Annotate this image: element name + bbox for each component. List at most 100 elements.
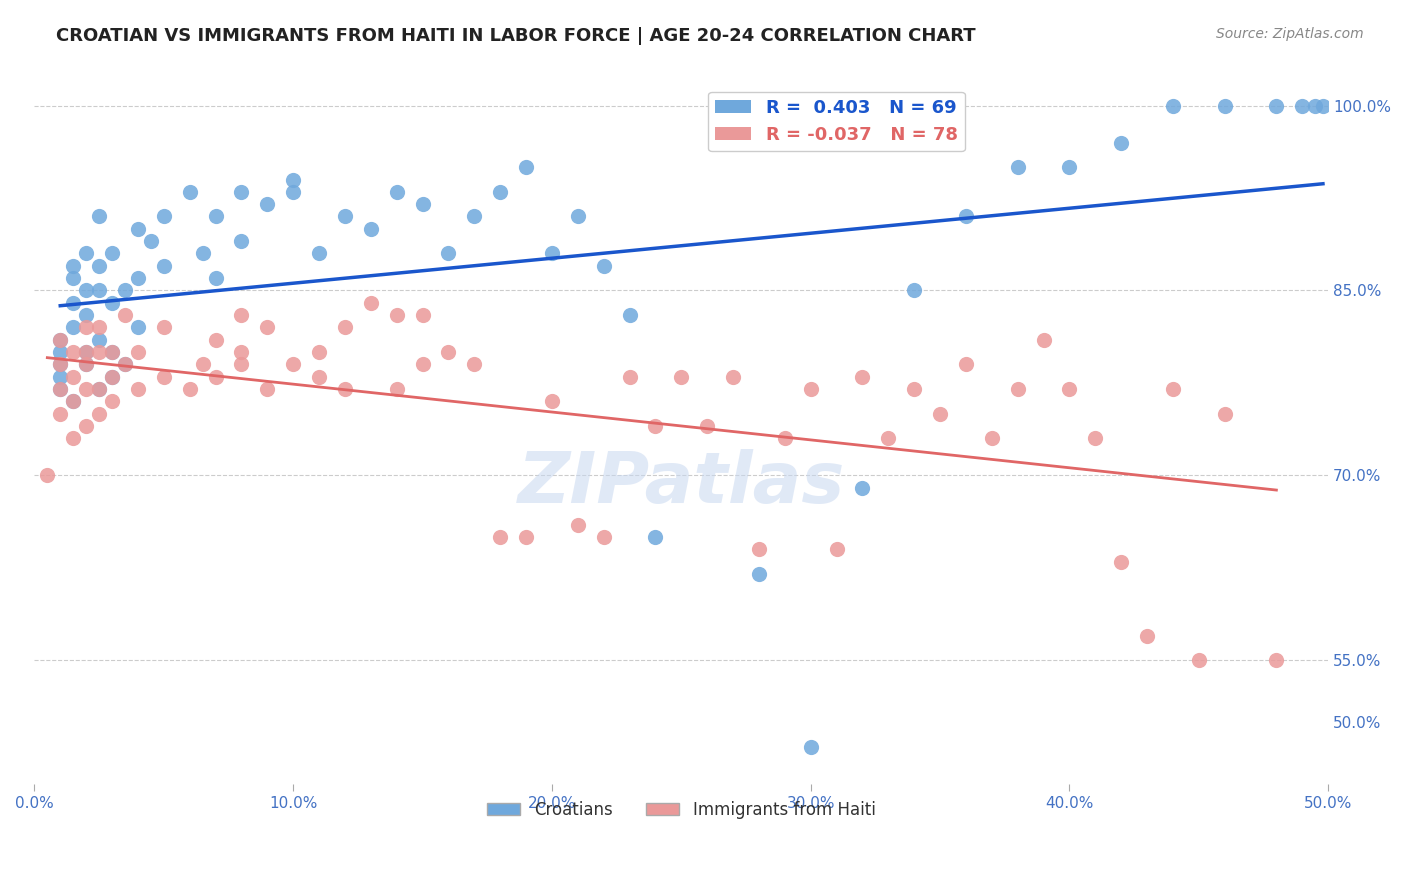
Point — [101, 295, 124, 310]
Point — [1291, 98, 1313, 112]
Point — [1032, 333, 1054, 347]
Point — [1312, 98, 1334, 112]
Point — [1059, 382, 1081, 396]
Point — [231, 308, 253, 322]
Point — [87, 284, 110, 298]
Point — [87, 345, 110, 359]
Point — [333, 210, 356, 224]
Point — [721, 369, 744, 384]
Point — [75, 345, 97, 359]
Point — [204, 210, 226, 224]
Point — [412, 197, 434, 211]
Point — [281, 358, 304, 372]
Point — [333, 320, 356, 334]
Point — [101, 345, 124, 359]
Point — [800, 382, 823, 396]
Point — [385, 185, 408, 199]
Point — [592, 259, 614, 273]
Point — [825, 542, 848, 557]
Point — [101, 394, 124, 409]
Point — [62, 394, 84, 409]
Point — [231, 345, 253, 359]
Text: Source: ZipAtlas.com: Source: ZipAtlas.com — [1216, 27, 1364, 41]
Point — [1136, 629, 1159, 643]
Point — [87, 407, 110, 421]
Point — [1213, 407, 1236, 421]
Point — [567, 517, 589, 532]
Point — [489, 185, 512, 199]
Point — [75, 358, 97, 372]
Point — [62, 271, 84, 285]
Point — [75, 246, 97, 260]
Point — [152, 369, 174, 384]
Point — [489, 530, 512, 544]
Point — [360, 295, 382, 310]
Point — [191, 246, 214, 260]
Point — [127, 345, 149, 359]
Point — [75, 345, 97, 359]
Point — [851, 369, 873, 384]
Point — [127, 271, 149, 285]
Point — [644, 419, 666, 434]
Point — [385, 308, 408, 322]
Point — [139, 234, 162, 248]
Point — [62, 320, 84, 334]
Point — [49, 407, 72, 421]
Point — [1059, 160, 1081, 174]
Point — [204, 333, 226, 347]
Point — [515, 160, 537, 174]
Text: CROATIAN VS IMMIGRANTS FROM HAITI IN LABOR FORCE | AGE 20-24 CORRELATION CHART: CROATIAN VS IMMIGRANTS FROM HAITI IN LAB… — [56, 27, 976, 45]
Point — [204, 369, 226, 384]
Point — [748, 542, 770, 557]
Point — [1109, 136, 1132, 150]
Point — [385, 382, 408, 396]
Point — [515, 530, 537, 544]
Point — [1213, 98, 1236, 112]
Point — [37, 468, 59, 483]
Point — [281, 185, 304, 199]
Point — [696, 419, 718, 434]
Point — [256, 320, 278, 334]
Point — [1007, 382, 1029, 396]
Point — [256, 382, 278, 396]
Point — [929, 407, 952, 421]
Point — [62, 432, 84, 446]
Point — [231, 234, 253, 248]
Point — [114, 358, 136, 372]
Point — [463, 358, 485, 372]
Point — [152, 320, 174, 334]
Point — [204, 271, 226, 285]
Point — [87, 382, 110, 396]
Point — [644, 530, 666, 544]
Point — [191, 358, 214, 372]
Point — [101, 369, 124, 384]
Point — [541, 394, 564, 409]
Point — [800, 739, 823, 754]
Point — [62, 345, 84, 359]
Point — [75, 419, 97, 434]
Point — [152, 210, 174, 224]
Point — [231, 358, 253, 372]
Point — [748, 567, 770, 582]
Point — [87, 259, 110, 273]
Point — [49, 358, 72, 372]
Point — [437, 345, 460, 359]
Point — [1084, 432, 1107, 446]
Point — [62, 394, 84, 409]
Point — [127, 382, 149, 396]
Point — [619, 369, 641, 384]
Point — [281, 172, 304, 186]
Point — [231, 185, 253, 199]
Point — [955, 210, 977, 224]
Point — [412, 308, 434, 322]
Point — [49, 345, 72, 359]
Point — [152, 259, 174, 273]
Point — [1303, 98, 1326, 112]
Point — [903, 382, 925, 396]
Point — [619, 308, 641, 322]
Point — [541, 246, 564, 260]
Point — [75, 358, 97, 372]
Point — [903, 284, 925, 298]
Point — [75, 320, 97, 334]
Point — [49, 382, 72, 396]
